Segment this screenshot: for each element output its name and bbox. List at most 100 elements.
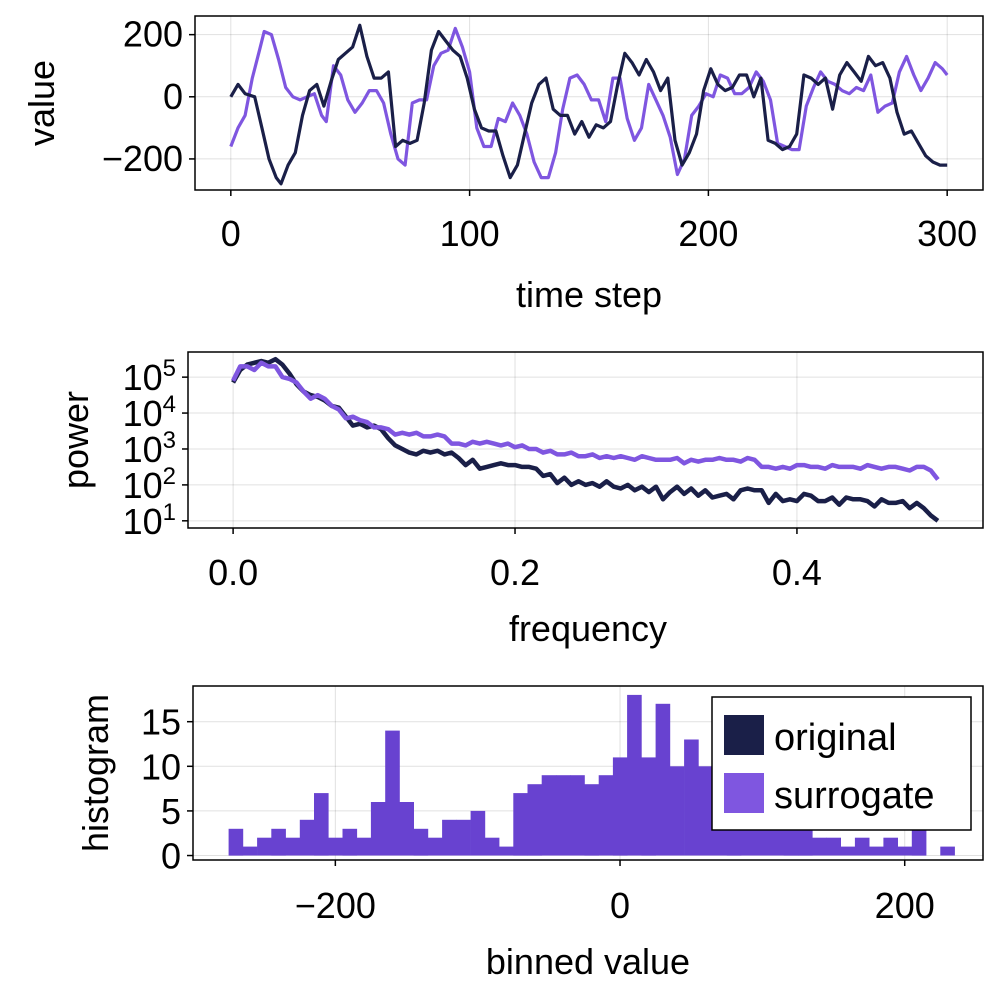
legend: original surrogate — [711, 696, 972, 831]
spectrum-ytick-label: 101 — [123, 499, 176, 542]
timeseries-ytick-label: 200 — [123, 14, 183, 55]
spectrum-ytick-exponent: 4 — [163, 391, 176, 418]
histogram-bar — [556, 775, 571, 856]
legend-label-original: original — [774, 717, 897, 759]
timeseries-ytick-label: 0 — [163, 76, 183, 117]
histogram-xtick-label: 200 — [875, 885, 935, 926]
histogram-plot-frame — [192, 685, 984, 861]
histogram-bar — [328, 837, 343, 856]
histogram-bar — [783, 828, 799, 856]
timeseries-plot-frame — [194, 15, 984, 191]
histogram-bar — [456, 819, 471, 856]
histogram-ytick-label: 0 — [161, 836, 181, 877]
timeseries-xtick-label: 0 — [221, 213, 241, 254]
histogram-bar — [684, 739, 699, 856]
timeseries-xtick-label: 200 — [678, 213, 738, 254]
histogram-bar — [271, 828, 286, 856]
histogram-bars — [228, 694, 955, 856]
spectrum-ytick-label: 105 — [123, 355, 176, 398]
histogram-bar — [598, 775, 614, 856]
spectrum-xtick-label: 0.0 — [208, 552, 258, 593]
spectrum-ytick-exponent: 2 — [163, 463, 176, 490]
timeseries-line-surrogate — [229, 26, 949, 180]
histogram-xlabel: binned value — [486, 941, 690, 982]
spectrum-ylabel: power — [55, 391, 96, 489]
histogram-bar — [342, 828, 358, 856]
timeseries-panel: 0 100 200 300 −200 0 200 time step value — [21, 14, 984, 315]
histogram-bar — [527, 784, 543, 856]
spectrum-ytick-base: 10 — [123, 429, 163, 470]
histogram-bar — [484, 837, 500, 856]
histogram-ytick-label: 10 — [141, 746, 181, 787]
histogram-bar — [257, 837, 272, 856]
histogram-bar — [812, 837, 827, 856]
spectrum-plot-frame — [187, 351, 984, 529]
histogram-bar — [285, 837, 301, 856]
histogram-bar — [641, 757, 656, 856]
histogram-bar — [242, 846, 258, 856]
histogram-bar — [584, 784, 599, 856]
histogram-bar — [442, 819, 457, 856]
legend-label-surrogate: surrogate — [774, 775, 935, 817]
spectrum-xtick-label: 0.4 — [772, 552, 822, 593]
spectrum-line-original — [231, 356, 940, 523]
spectrum-ytick-base: 10 — [123, 357, 163, 398]
histogram-bar — [541, 775, 557, 856]
histogram-bar — [869, 846, 884, 856]
spectrum-ytick-label: 104 — [123, 391, 176, 434]
histogram-bar — [940, 846, 955, 856]
histogram-bar — [513, 793, 528, 856]
histogram-bar — [499, 846, 514, 856]
histogram-bar — [669, 766, 685, 856]
histogram-ylabel: histogram — [75, 694, 116, 852]
histogram-bar — [854, 837, 870, 856]
histogram-bar — [570, 775, 585, 856]
spectrum-ytick-base: 10 — [123, 465, 163, 506]
histogram-bar — [826, 837, 841, 856]
histogram-bar — [299, 819, 315, 856]
histogram-bar — [356, 837, 372, 856]
histogram-bar — [655, 703, 671, 856]
spectrum-line-surrogate — [231, 360, 940, 481]
legend-swatch-original — [724, 715, 764, 755]
histogram-bar — [427, 837, 443, 856]
histogram-bar — [698, 766, 713, 856]
timeseries-xlabel: time step — [516, 274, 662, 315]
spectrum-ytick-base: 10 — [123, 393, 163, 434]
histogram-xtick-label: 0 — [610, 885, 630, 926]
histogram-bar — [470, 810, 486, 856]
histogram-bar — [385, 730, 400, 856]
histogram-bar — [883, 837, 898, 856]
spectrum-ytick-base: 10 — [123, 501, 163, 542]
histogram-bar — [370, 802, 386, 856]
histogram-bar — [399, 802, 414, 856]
spectrum-ytick-label: 102 — [123, 463, 176, 506]
spectrum-lines — [231, 356, 940, 523]
histogram-bar — [840, 846, 856, 856]
timeseries-ylabel: value — [21, 60, 62, 146]
timeseries-xtick-label: 100 — [440, 213, 500, 254]
spectrum-xlabel: frequency — [509, 608, 667, 649]
spectrum-xtick-label: 0.2 — [490, 552, 540, 593]
timeseries-ticks: 0 100 200 300 −200 0 200 — [102, 14, 977, 254]
histogram-bar — [612, 757, 628, 856]
spectrum-ytick-exponent: 5 — [163, 355, 176, 382]
legend-swatch-surrogate — [724, 773, 764, 813]
histogram-xtick-label: −200 — [295, 885, 376, 926]
histogram-bar — [314, 793, 329, 856]
histogram-bar — [413, 828, 429, 856]
histogram-bar — [627, 694, 642, 856]
timeseries-line-original — [229, 23, 948, 186]
timeseries-ytick-label: −200 — [102, 138, 183, 179]
histogram-bar — [911, 828, 927, 856]
timeseries-lines — [229, 23, 949, 186]
histogram-bar — [228, 828, 244, 856]
histogram-ytick-label: 15 — [141, 702, 181, 743]
timeseries-xtick-label: 300 — [917, 213, 977, 254]
histogram-bar — [897, 846, 913, 856]
